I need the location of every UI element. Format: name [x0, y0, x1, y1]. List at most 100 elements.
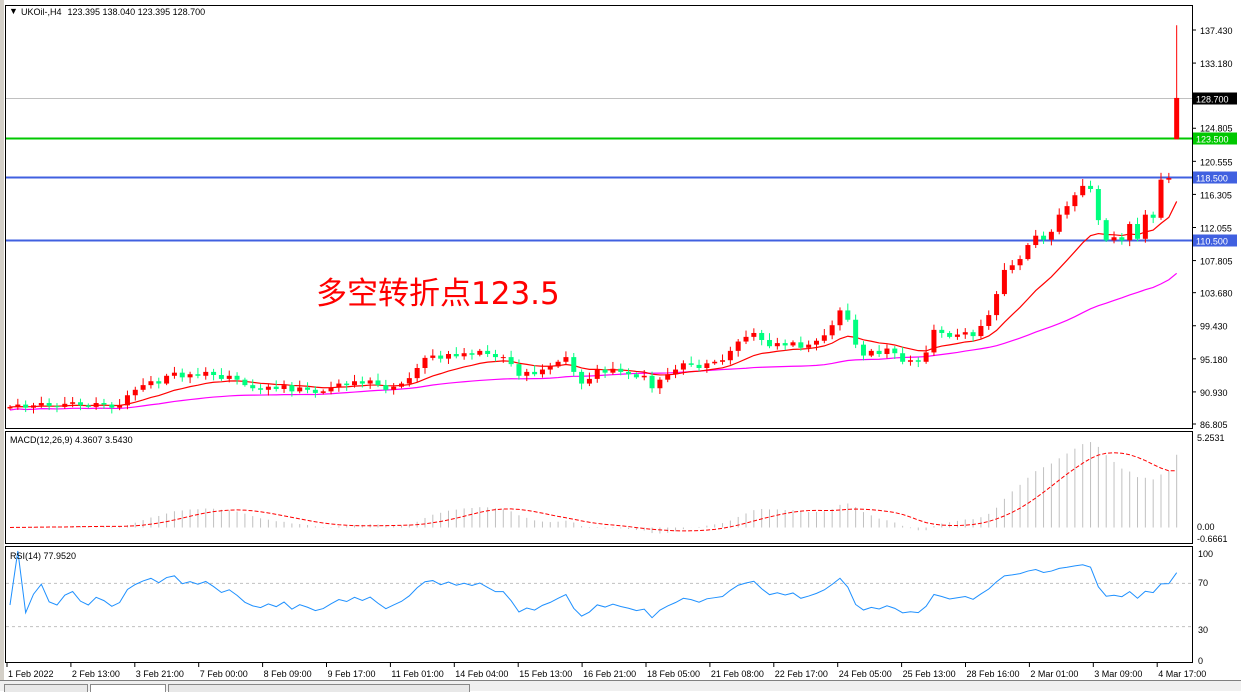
candle-body — [821, 335, 827, 341]
candle-body — [539, 369, 545, 375]
candle-body — [211, 371, 217, 376]
candle-body — [320, 391, 326, 393]
candle-body — [30, 405, 36, 408]
candle-body — [798, 342, 804, 348]
candle-body — [195, 374, 201, 376]
candle-body — [453, 353, 459, 357]
candle-body — [336, 383, 342, 388]
level-label: 123.500 — [1196, 135, 1229, 145]
candle-body — [1056, 214, 1062, 232]
candle-body — [273, 386, 279, 390]
collapse-triangle-icon[interactable]: ▼ — [9, 6, 18, 16]
candle-body — [837, 310, 843, 326]
chart-tab-active[interactable] — [90, 684, 166, 692]
level-label: 128.700 — [1196, 95, 1229, 105]
candle-body — [735, 341, 741, 351]
time-label: 2 Feb 13:00 — [72, 669, 120, 679]
level-label-box — [1193, 171, 1237, 184]
candle-body — [579, 371, 585, 384]
rsi-tick-30: 30 — [1198, 625, 1208, 635]
price-tick-label: 112.055 — [1200, 223, 1232, 233]
candle-body — [265, 386, 271, 390]
candle-body — [657, 379, 663, 389]
time-label: 8 Feb 09:00 — [264, 669, 312, 679]
candle-body — [978, 325, 984, 337]
macd-panel — [5, 431, 1193, 544]
candle-body — [774, 343, 780, 347]
price-tick-label: 137.430 — [1200, 26, 1233, 36]
left-border — [0, 0, 4, 680]
candle-body — [665, 374, 671, 380]
candle-body — [555, 361, 561, 367]
candles — [7, 25, 1180, 414]
price-tick-label: 133.180 — [1200, 59, 1233, 69]
candle-body — [1150, 214, 1156, 218]
candle-body — [187, 374, 193, 378]
time-label: 2 Mar 01:00 — [1030, 669, 1078, 679]
candle-body — [23, 404, 29, 408]
candle-body — [532, 371, 538, 375]
candle-body — [1119, 237, 1125, 241]
candle-body — [1166, 178, 1172, 180]
candle-body — [367, 380, 373, 384]
time-label: 22 Feb 17:00 — [775, 669, 828, 679]
time-label: 1 Feb 2022 — [8, 669, 54, 679]
candle-body — [1142, 214, 1148, 239]
candle-body — [1111, 237, 1117, 241]
candle-body — [281, 385, 287, 390]
candle-body — [782, 343, 788, 346]
time-label: 4 Mar 17:00 — [1158, 669, 1206, 679]
candle-body — [806, 344, 812, 348]
candle-body — [845, 310, 851, 320]
rsi-line — [9, 550, 1178, 619]
candle-body — [586, 378, 592, 384]
candle-body — [1001, 269, 1007, 295]
macd-min-label: -0.6661 — [1197, 534, 1228, 544]
time-label: 28 Feb 16:00 — [967, 669, 1020, 679]
candle-body — [524, 371, 530, 376]
candle-body — [743, 336, 749, 342]
candle-body — [352, 381, 358, 386]
rsi-label: RSI(14) 77.9520 — [10, 551, 76, 561]
candle-body — [7, 406, 13, 409]
horizontal-levels[interactable]: 128.700 123.500 118.500 110.500 — [6, 92, 1237, 247]
candle-body — [900, 353, 906, 362]
candle-body — [359, 381, 365, 384]
candle-body — [312, 389, 318, 393]
candle-body — [297, 387, 303, 392]
candle-body — [93, 403, 99, 407]
rsi-panel — [5, 546, 1193, 663]
level-label: 118.500 — [1196, 174, 1228, 184]
candle-body — [947, 332, 953, 337]
candle-body — [954, 334, 960, 337]
candle-body — [563, 357, 569, 362]
candle-body — [38, 403, 44, 406]
candle-body — [641, 375, 647, 378]
chart-tab-1[interactable] — [4, 684, 88, 692]
price-tick-label: 86.805 — [1200, 420, 1228, 430]
chart-tab-group[interactable] — [168, 684, 470, 692]
candle-body — [289, 385, 295, 392]
candle-body — [328, 387, 334, 392]
price-tick-label: 107.805 — [1200, 257, 1233, 267]
candle-body — [445, 353, 451, 359]
candle-body — [391, 386, 397, 390]
candle-body — [868, 350, 874, 356]
candle-body — [1072, 195, 1078, 207]
candle-body — [508, 357, 514, 365]
candle-body — [571, 357, 577, 372]
candle-body — [1135, 224, 1141, 239]
price-tick-label: 124.805 — [1200, 124, 1233, 134]
candle-body — [547, 366, 553, 370]
level-label: 110.500 — [1196, 237, 1228, 247]
candle-body — [179, 372, 185, 378]
time-label: 7 Feb 00:00 — [200, 669, 248, 679]
candle-body — [109, 404, 115, 408]
candle-body — [46, 403, 52, 407]
candle-body — [1017, 259, 1023, 266]
candle-body — [751, 332, 757, 337]
candle-body — [939, 329, 945, 333]
candle-body — [117, 405, 123, 408]
